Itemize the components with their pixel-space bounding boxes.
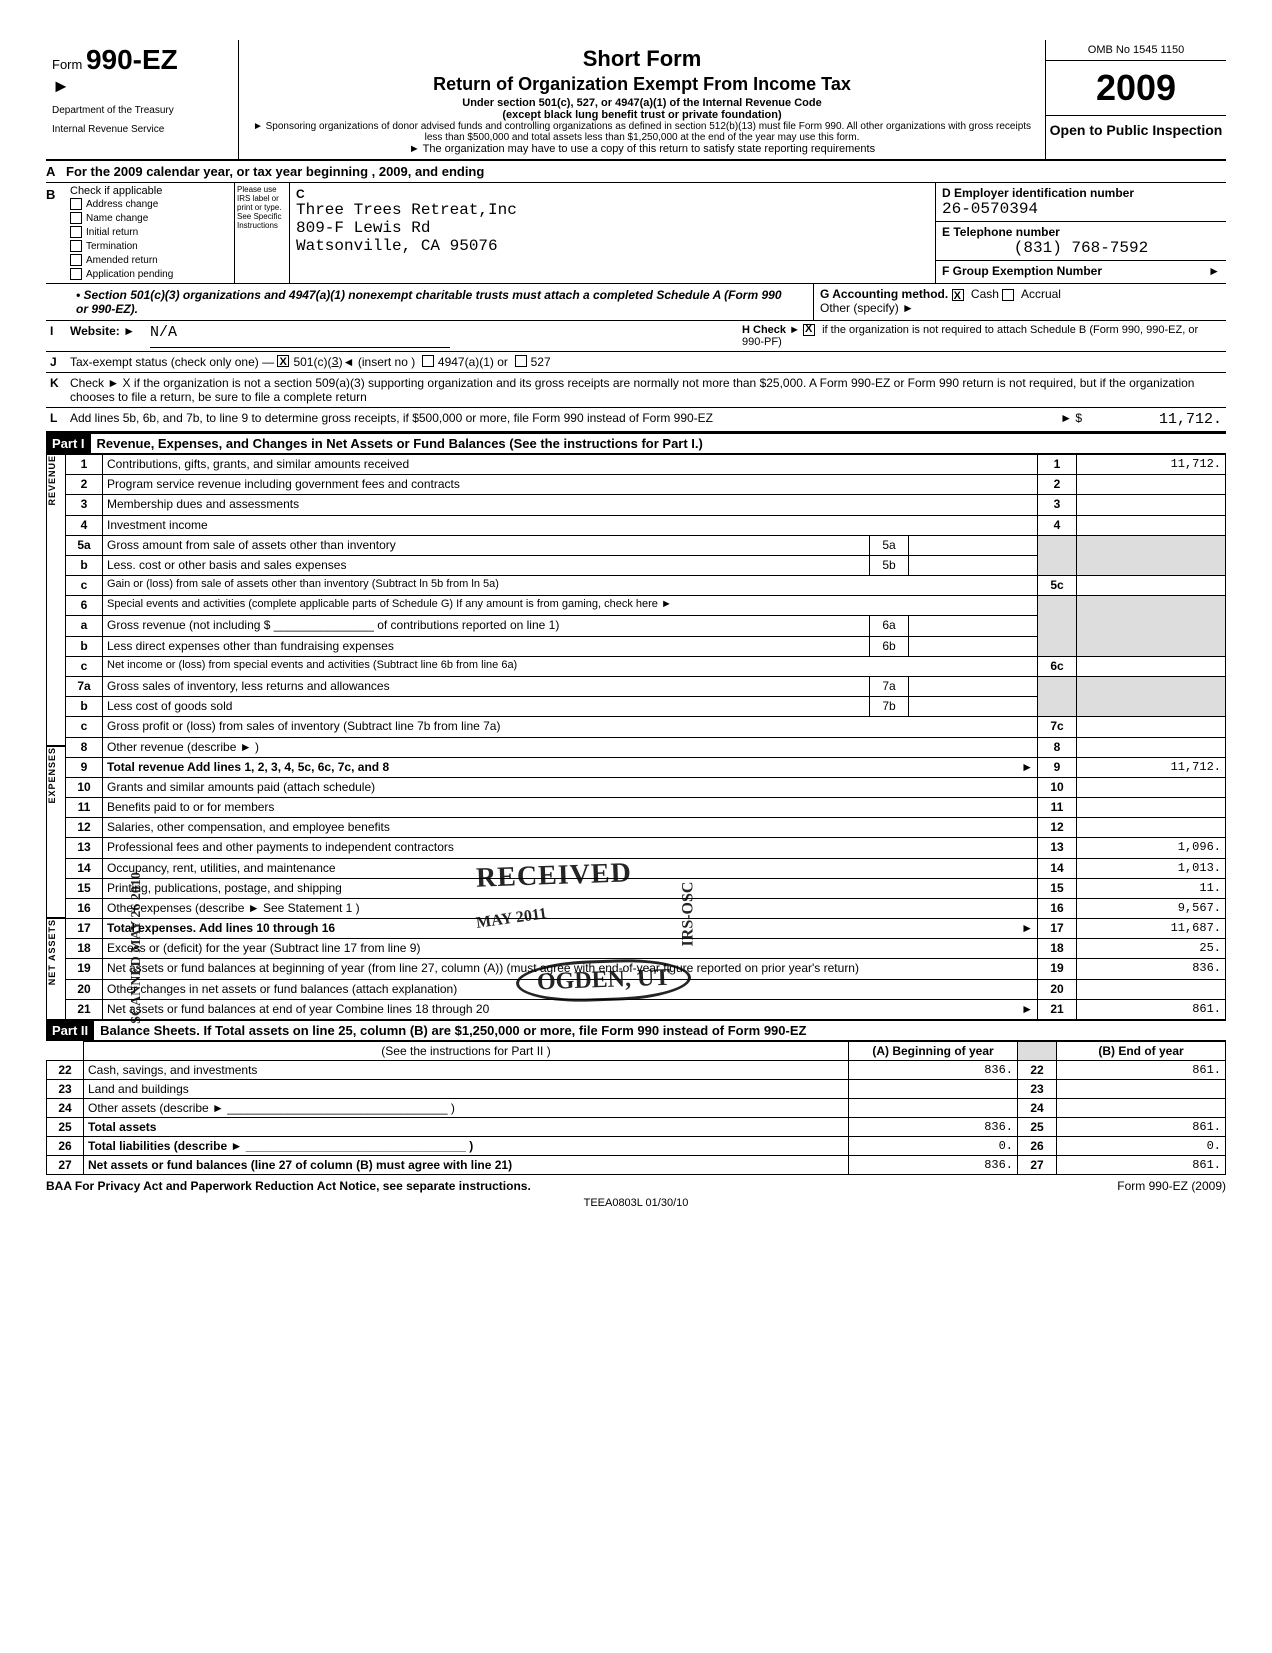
- col-c: C Three Trees Retreat,Inc 809-F Lewis Rd…: [290, 183, 935, 283]
- part1-header-row: Part I Revenue, Expenses, and Changes in…: [46, 433, 1226, 454]
- row-attach-g: • Section 501(c)(3) organizations and 49…: [46, 284, 1226, 321]
- k-text: Check ► X if the organization is not a s…: [70, 376, 1222, 404]
- part1-table: 1Contributions, gifts, grants, and simil…: [65, 454, 1226, 1020]
- cb-schedule-b[interactable]: [803, 324, 815, 336]
- side-revenue: REVENUE: [47, 455, 57, 506]
- row-j: J Tax-exempt status (check only one) — 5…: [46, 352, 1226, 373]
- l-text: Add lines 5b, 6b, and 7b, to line 9 to d…: [70, 411, 1060, 428]
- omb-number: OMB No 1545 1150: [1046, 40, 1226, 61]
- part2-table: (See the instructions for Part II ) (A) …: [46, 1041, 1226, 1175]
- attach-note: • Section 501(c)(3) organizations and 49…: [46, 284, 813, 320]
- cb-4947[interactable]: [422, 355, 434, 367]
- part1-label: Part I: [46, 434, 91, 453]
- org-city: Watsonville, CA 95076: [296, 237, 929, 255]
- ein-label: D Employer identification number: [942, 186, 1220, 200]
- form-header: Form 990-EZ ► Department of the Treasury…: [46, 40, 1226, 161]
- col-def: D Employer identification number 26-0570…: [935, 183, 1226, 283]
- cb-amended[interactable]: [70, 254, 82, 266]
- website-label: Website: ►: [70, 324, 150, 348]
- form-990ez: Form 990-EZ ► Department of the Treasury…: [46, 40, 1226, 1209]
- form-number: 990-EZ: [86, 44, 178, 75]
- phone-label: E Telephone number: [942, 225, 1220, 239]
- j-label: Tax-exempt status (check only one) —: [70, 355, 274, 369]
- h-label: H Check ►: [742, 324, 800, 336]
- phone-value: (831) 768-7592: [942, 239, 1220, 257]
- open-inspection: Open to Public Inspection: [1046, 116, 1226, 144]
- header-left: Form 990-EZ ► Department of the Treasury…: [46, 40, 239, 159]
- side-expenses: EXPENSES: [47, 747, 57, 804]
- section-bcdef: B Check if applicable Address change Nam…: [46, 183, 1226, 284]
- footer: BAA For Privacy Act and Paperwork Reduct…: [46, 1175, 1226, 1197]
- header-right: OMB No 1545 1150 2009 Open to Public Ins…: [1045, 40, 1226, 159]
- check-if-applicable: Check if applicable: [70, 185, 230, 197]
- cb-cash[interactable]: [952, 289, 964, 301]
- l-arrow: ► $: [1060, 411, 1082, 428]
- side-netassets: NET ASSETS: [47, 919, 57, 985]
- l-value: 11,712.: [1082, 411, 1222, 428]
- row-i-h: I Website: ► N/A H Check ► if the organi…: [46, 321, 1226, 352]
- cb-termination[interactable]: [70, 240, 82, 252]
- header-note2: ► The organization may have to use a cop…: [247, 143, 1037, 155]
- header-center: Short Form Return of Organization Exempt…: [239, 40, 1045, 159]
- dept-treasury: Department of the Treasury: [52, 105, 232, 116]
- ein-value: 26-0570394: [942, 200, 1220, 218]
- org-name: Three Trees Retreat,Inc: [296, 201, 929, 219]
- cb-name[interactable]: [70, 212, 82, 224]
- part1-title: Revenue, Expenses, and Changes in Net As…: [91, 434, 709, 453]
- g-other: Other (specify) ►: [820, 301, 1220, 315]
- row-l: L Add lines 5b, 6b, and 7b, to line 9 to…: [46, 408, 1226, 433]
- title-short-form: Short Form: [247, 46, 1037, 72]
- part2-label: Part II: [46, 1021, 94, 1040]
- row-a: A For the 2009 calendar year, or tax yea…: [46, 161, 1226, 183]
- part2-header-row: Part II Balance Sheets. If Total assets …: [46, 1020, 1226, 1041]
- tax-year: 2009: [1046, 61, 1226, 116]
- website-value: N/A: [150, 324, 450, 348]
- cb-address[interactable]: [70, 198, 82, 210]
- title-return: Return of Organization Exempt From Incom…: [247, 74, 1037, 95]
- col-b: Check if applicable Address change Name …: [66, 183, 235, 283]
- org-street: 809-F Lewis Rd: [296, 219, 929, 237]
- footer-center: TEEA0803L 01/30/10: [46, 1197, 1226, 1209]
- row-a-text: For the 2009 calendar year, or tax year …: [66, 164, 484, 179]
- g-label: G Accounting method.: [820, 287, 948, 301]
- dept-irs: Internal Revenue Service: [52, 124, 232, 135]
- footer-left: BAA For Privacy Act and Paperwork Reduct…: [46, 1179, 531, 1193]
- form-label: Form: [52, 57, 82, 72]
- cb-pending[interactable]: [70, 268, 82, 280]
- cb-527[interactable]: [515, 355, 527, 367]
- group-arrow: ►: [1208, 264, 1220, 278]
- header-note1: ► Sponsoring organizations of donor advi…: [247, 121, 1037, 143]
- subtitle-code: Under section 501(c), 527, or 4947(a)(1)…: [247, 97, 1037, 109]
- j-insert: 3: [331, 355, 338, 369]
- irs-label-note: Please use IRS label or print or type. S…: [235, 183, 290, 283]
- cb-accrual[interactable]: [1002, 289, 1014, 301]
- cb-501c[interactable]: [277, 355, 289, 367]
- cb-initial[interactable]: [70, 226, 82, 238]
- group-label: F Group Exemption Number: [942, 264, 1102, 278]
- footer-right: Form 990-EZ (2009): [1117, 1179, 1226, 1193]
- subtitle-except: (except black lung benefit trust or priv…: [247, 109, 1037, 121]
- row-k: K Check ► X if the organization is not a…: [46, 373, 1226, 408]
